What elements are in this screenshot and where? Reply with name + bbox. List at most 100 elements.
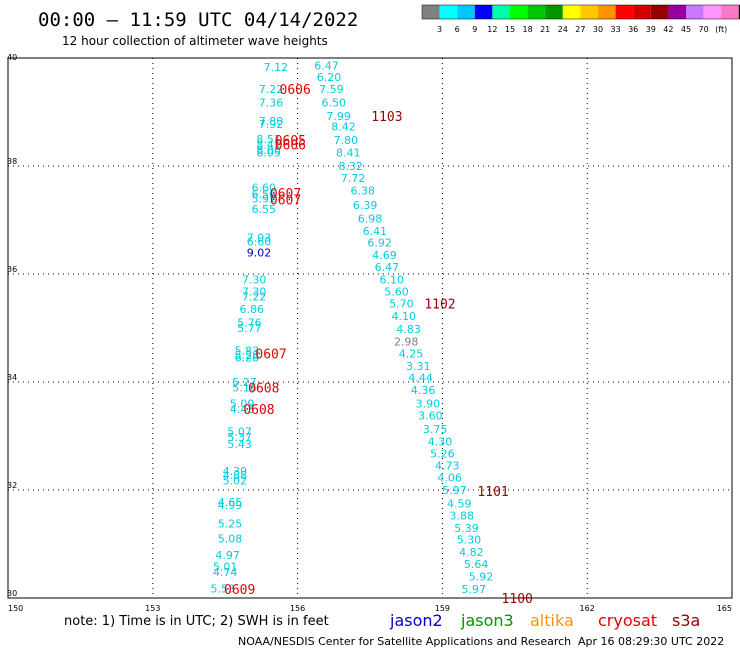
color-scale-label: 45 xyxy=(681,25,691,34)
wave-height-label: 5.92 xyxy=(469,570,494,583)
wave-height-label: 5.02 xyxy=(223,474,248,487)
wave-height-label: 4.97 xyxy=(215,549,240,562)
wave-height-label: 7.22 xyxy=(242,291,267,304)
wave-height-label: 5.09 xyxy=(230,398,255,411)
x-tick-label: 165 xyxy=(717,604,732,613)
wave-height-label: 6.39 xyxy=(353,199,378,212)
color-swatch xyxy=(668,5,686,19)
color-scale-label: 9 xyxy=(472,25,477,34)
color-scale-label: 3 xyxy=(437,25,442,34)
wave-height-label: 5.25 xyxy=(218,517,243,530)
wave-height-label: 8.41 xyxy=(336,147,361,160)
color-swatch xyxy=(686,5,704,19)
pass-time-label: 0607 xyxy=(270,187,301,202)
wave-height-label: 7.30 xyxy=(242,285,267,298)
wave-height-label: 5.76 xyxy=(237,317,262,330)
wave-height-label: 5.60 xyxy=(384,285,409,298)
pass-time-label: 1103 xyxy=(371,110,402,125)
wave-height-label: 7.22 xyxy=(259,83,284,96)
color-scale-frame xyxy=(421,4,740,20)
wave-height-label: 6.50 xyxy=(322,96,347,109)
color-scale-label: 15 xyxy=(505,25,515,34)
wave-height-label: 7.59 xyxy=(319,83,344,96)
color-swatch xyxy=(510,5,528,19)
chart-subtitle: 12 hour collection of altimeter wave hei… xyxy=(62,34,328,48)
wave-height-label: 5.83 xyxy=(235,345,260,358)
y-tick-label: 40 xyxy=(7,53,17,62)
wave-height-label: 8.51 xyxy=(256,133,281,146)
wave-height-label: 7.72 xyxy=(341,172,366,185)
wave-height-label: 6.47 xyxy=(314,60,339,73)
wave-height-label: 8.32 xyxy=(338,160,363,173)
footer-generated-time: Apr 16 08:29:30 UTC 2022 xyxy=(578,635,724,648)
wave-height-label: 4.30 xyxy=(428,435,453,448)
wave-height-points: 7.12 6.476.207.22 7.597.36 6.507.997.807.92… xyxy=(211,60,494,596)
wave-height-label: 5.39 xyxy=(454,522,479,535)
wave-height-label: 7.03 xyxy=(247,231,272,244)
wave-height-label: 3.60 xyxy=(418,409,443,422)
color-swatch xyxy=(422,5,440,19)
color-swatch xyxy=(492,5,510,19)
pass-time-label: 0607 xyxy=(255,347,286,362)
pass-time-label: 1101 xyxy=(477,485,508,500)
wave-height-label: 4.69 xyxy=(372,249,397,262)
wave-height-label: 5.53 xyxy=(211,582,236,595)
satellite-label-jason2: jason2 xyxy=(389,611,443,630)
wave-height-label: 5.07 xyxy=(227,426,252,439)
color-scale-label: (ft) xyxy=(715,25,727,34)
wave-height-label: 2.98 xyxy=(394,336,419,349)
y-tick-label: 32 xyxy=(7,481,17,490)
color-swatch xyxy=(721,5,739,19)
color-swatch xyxy=(580,5,598,19)
wave-height-label: 6.92 xyxy=(367,237,392,250)
wave-height-label: 6.38 xyxy=(351,184,376,197)
y-tick-label: 30 xyxy=(7,589,17,598)
wave-height-label: 4.25 xyxy=(399,347,424,360)
footer-note: note: 1) Time is in UTC; 2) SWH is in fe… xyxy=(64,614,329,629)
color-swatch xyxy=(650,5,669,19)
x-tick-label: 162 xyxy=(580,604,595,613)
x-tick-label: 150 xyxy=(8,604,23,613)
color-scale-label: 30 xyxy=(593,25,603,34)
wave-height-label: 7.80 xyxy=(334,134,359,147)
wave-height-label: 4.73 xyxy=(435,460,460,473)
pass-time-labels: 0606110306050606060706071102060706080608… xyxy=(224,83,533,607)
wave-height-label: 4.99 xyxy=(218,499,243,512)
color-scale-label: 12 xyxy=(487,25,497,34)
pass-time-label: 1102 xyxy=(424,298,455,313)
wave-height-label: 8.42 xyxy=(331,121,356,134)
wave-height-label: 5.16 xyxy=(232,381,257,394)
wave-height-label: 7.92 xyxy=(259,118,284,131)
wave-height-label: 9.02 xyxy=(247,246,272,259)
wave-height-label: 6.60 xyxy=(247,236,272,249)
color-swatch xyxy=(598,5,616,19)
color-swatch xyxy=(474,5,493,19)
chart-grid xyxy=(8,58,732,598)
wave-height-label: 5.27 xyxy=(232,376,257,389)
wave-height-label: 5.30 xyxy=(457,534,482,547)
color-scale-legend: 3 6 9 12 15 18 21 24 27 30 33 36 39 42 45 70 (ft) xyxy=(421,4,740,34)
wave-height-label: 6.41 xyxy=(363,225,388,238)
wave-height-label: 3.75 xyxy=(423,423,448,436)
wave-height-label: 3.90 xyxy=(416,398,441,411)
color-swatch xyxy=(633,5,651,19)
color-scale-label: 24 xyxy=(558,25,568,34)
pass-time-label: 0608 xyxy=(248,381,279,396)
color-scale-label: 39 xyxy=(646,25,656,34)
color-swatch xyxy=(562,5,581,19)
color-swatch xyxy=(738,5,740,19)
pass-time-label: 0606 xyxy=(275,138,306,153)
color-scale-label: 6 xyxy=(455,25,460,34)
color-swatch xyxy=(703,5,722,19)
wave-height-label: 5.28 xyxy=(235,349,260,362)
satellite-legend: jason2 jason3 altika cryosat s3a xyxy=(389,611,700,630)
wave-height-label: 5.01 xyxy=(213,561,238,574)
wave-height-label: 8.06 xyxy=(256,144,281,157)
y-tick-label: 38 xyxy=(7,157,17,166)
color-scale-label: 27 xyxy=(575,25,585,34)
wave-height-label: 4.06 xyxy=(437,472,462,485)
wave-height-label: 4.83 xyxy=(396,323,421,336)
wave-height-label: 6.56 xyxy=(252,188,277,201)
wave-height-label: 4.82 xyxy=(459,546,484,559)
